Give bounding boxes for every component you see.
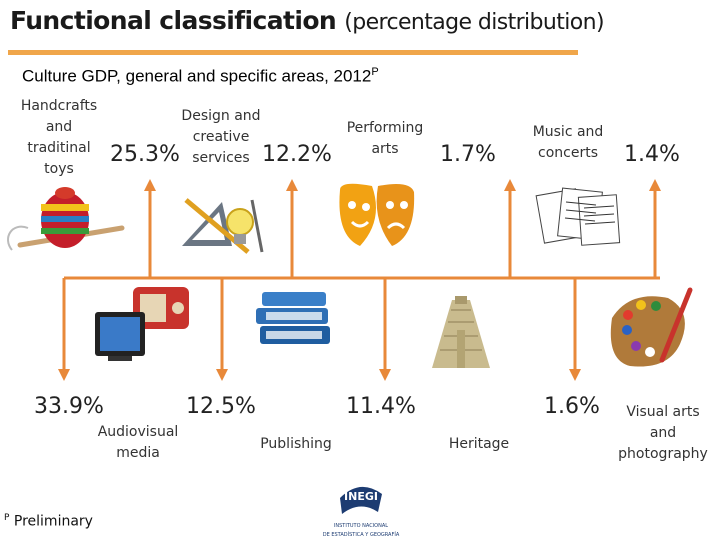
area-label-visualarts: Visual arts and photography (618, 404, 708, 462)
area-label-performing: Performing arts (346, 120, 424, 157)
subtitle: Culture GDP, general and specific areas,… (22, 66, 379, 86)
logo-line2: DE ESTADÍSTICA Y GEOGRAFÍA (323, 531, 400, 538)
area-pct-visualarts: 1.6% (544, 394, 600, 419)
design-tools-icon (182, 198, 264, 254)
area-label-handcrafts: Handcrafts and traditinal toys (20, 98, 98, 177)
area-label-music: Music and concerts (532, 124, 604, 161)
area-pct-music: 1.4% (624, 142, 680, 167)
area-pct-audiovisual: 33.9% (34, 394, 104, 419)
area-label-design: Design and creative services (181, 108, 261, 166)
area-pct-heritage: 11.4% (346, 394, 416, 419)
inegi-logo-icon: INEGI INSTITUTO NACIONAL DE ESTADÍSTICA … (323, 486, 400, 538)
theater-masks-icon (339, 183, 415, 246)
sheet-music-icon (535, 187, 621, 246)
logo-name: INEGI (344, 490, 378, 503)
footnote: P Preliminary (4, 513, 93, 530)
tv-radio-icon (95, 287, 189, 361)
area-pct-design: 12.2% (262, 142, 332, 167)
title-main: Functional classification (10, 6, 337, 35)
paint-palette-icon (610, 287, 693, 367)
title-underline (8, 50, 578, 55)
area-pct-performing: 1.7% (440, 142, 496, 167)
page-title: Functional classification (percentage di… (10, 6, 605, 35)
logo-line1: INSTITUTO NACIONAL (334, 523, 388, 529)
area-label-audiovisual: Audiovisual media (97, 424, 179, 461)
books-icon (256, 292, 330, 344)
area-pct-publishing: 12.5% (186, 394, 256, 419)
title-paren: (percentage distribution) (344, 10, 604, 35)
pyramid-icon (432, 296, 490, 368)
area-label-publishing: Publishing (260, 436, 332, 452)
area-pct-handcrafts: 25.3% (110, 142, 180, 167)
area-label-heritage: Heritage (448, 436, 510, 452)
spinning-top-icon (7, 187, 125, 251)
